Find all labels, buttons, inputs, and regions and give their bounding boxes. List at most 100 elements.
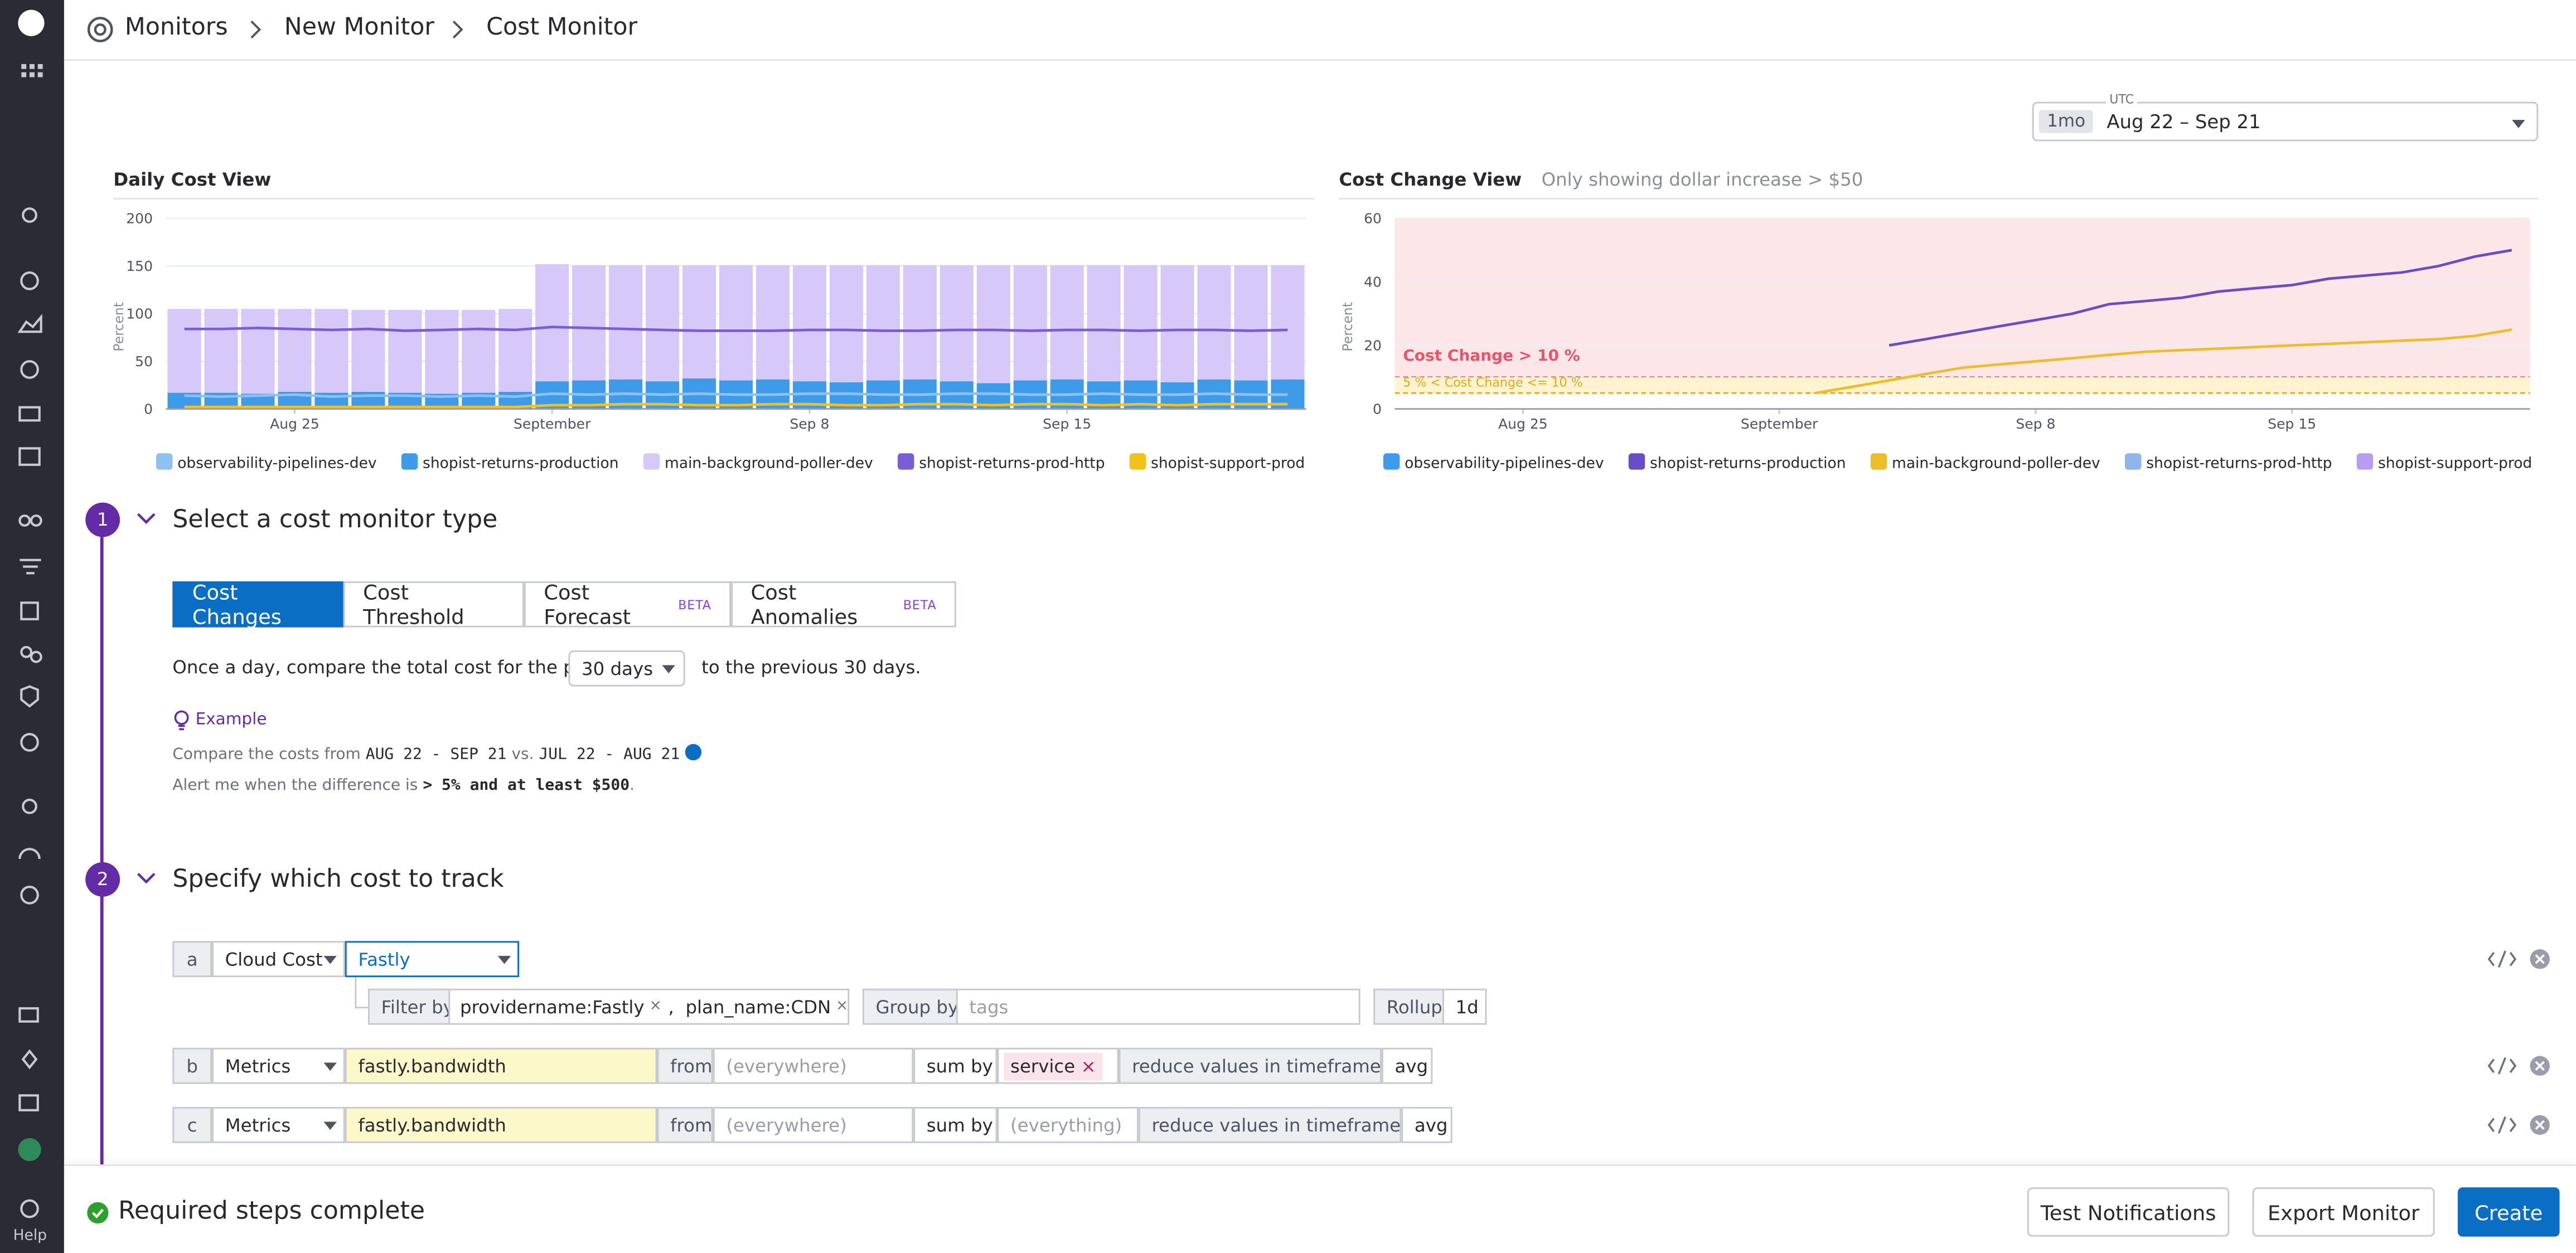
breadcrumb-separator: [250, 20, 262, 39]
threshold-band: [1394, 377, 2530, 394]
logo[interactable]: [18, 9, 45, 36]
bar-segment: [829, 265, 863, 382]
tab[interactable]: Cost Threshold: [343, 580, 524, 629]
x-tick-label: Sep 8: [2016, 416, 2055, 432]
export-button[interactable]: Export Monitor: [2252, 1187, 2435, 1237]
legend-swatch: [1628, 453, 1645, 470]
rollup-value[interactable]: 1d: [1442, 988, 1487, 1025]
test-button[interactable]: Test Notifications: [2027, 1187, 2230, 1237]
legend-swatch: [1129, 453, 1146, 470]
bar-segment: [351, 309, 385, 392]
tab-label: Cost Anomalies: [750, 580, 858, 629]
legend-label: shopist-returns-production: [1650, 455, 1846, 472]
sidebar: Help: [0, 0, 64, 1253]
example-compare: Compare the costs from AUG 22 - SEP 21 v…: [172, 744, 701, 764]
example-link[interactable]: Example: [195, 711, 267, 730]
from-label: from: [657, 1047, 713, 1084]
tab[interactable]: Cost Changes: [172, 580, 343, 629]
help-label[interactable]: Help: [13, 1228, 47, 1245]
remove-icon[interactable]: ×: [1081, 1055, 1096, 1077]
source-select[interactable]: Cloud Cost: [212, 941, 345, 978]
query-letter: c: [172, 1106, 212, 1143]
filter-label: Filter by: [368, 988, 454, 1025]
series-line: [184, 392, 1288, 398]
chart-title: Daily Cost View: [113, 169, 271, 190]
from-input[interactable]: (everywhere): [713, 1047, 914, 1084]
y-tick-label: 200: [126, 211, 153, 227]
bar-segment: [1197, 265, 1231, 380]
legend-label: main-background-poller-dev: [1892, 455, 2100, 472]
dropdown-caret: [323, 1062, 337, 1071]
bar-segment: [314, 309, 348, 393]
tab-label: Cost Forecast: [544, 580, 631, 629]
step-rail: [100, 537, 104, 1165]
check-icon: [87, 1202, 109, 1224]
y-tick-label: 50: [135, 353, 153, 370]
code-icon[interactable]: [2487, 1116, 2517, 1134]
sum-tag[interactable]: service ×: [1004, 1052, 1103, 1080]
source-select[interactable]: Metrics: [212, 1047, 345, 1084]
sum-label: sum by: [913, 1047, 998, 1084]
reduce-value[interactable]: avg: [1381, 1047, 1433, 1084]
source-select[interactable]: Metrics: [212, 1106, 345, 1143]
collapse-chevron[interactable]: [137, 511, 156, 527]
example-text: Alert me when the difference is: [172, 776, 418, 795]
x-tick-label: Aug 25: [270, 416, 319, 432]
reduce-value[interactable]: avg: [1401, 1106, 1452, 1143]
y-tick-label: 0: [1373, 401, 1382, 417]
metric-input[interactable]: fastly.bandwidth: [345, 1047, 657, 1084]
breadcrumb-item[interactable]: Monitors: [124, 14, 228, 41]
bar-segment: [425, 309, 459, 394]
metric-input[interactable]: fastly.bandwidth: [345, 1106, 657, 1143]
provider-select[interactable]: Fastly: [345, 941, 520, 978]
group-input[interactable]: tags: [956, 988, 1360, 1025]
bar-segment: [572, 265, 606, 381]
bar-segment: [719, 265, 753, 381]
sum-tag-label: service: [1010, 1055, 1076, 1077]
y-tick-label: 0: [144, 401, 153, 417]
bar-segment: [976, 265, 1010, 383]
time-range: Aug 22 – Sep 21: [2107, 110, 2261, 133]
bar-segment: [1013, 265, 1047, 381]
series-line: [184, 402, 1288, 409]
from-input[interactable]: (everywhere): [713, 1106, 914, 1143]
example-text: vs.: [511, 745, 534, 764]
bar-segment: [388, 309, 422, 393]
bar-segment: [1124, 265, 1158, 381]
help-icon[interactable]: [685, 744, 701, 761]
sum-input[interactable]: service ×: [997, 1047, 1119, 1084]
tab[interactable]: Cost Forecast BETA: [524, 580, 732, 629]
remove-icon[interactable]: ×: [836, 998, 849, 1015]
legend-swatch: [1870, 453, 1887, 470]
bar-segment: [903, 265, 937, 380]
bar-segment: [609, 265, 643, 380]
step-number: 2: [85, 862, 120, 897]
legend-swatch: [156, 453, 173, 470]
breadcrumb-item[interactable]: New Monitor: [284, 14, 434, 41]
filter-input[interactable]: providername:Fastly ×, plan_name:CDN ×: [448, 988, 850, 1025]
tab[interactable]: Cost Anomalies BETA: [731, 580, 956, 629]
step-title: Specify which cost to track: [172, 863, 504, 893]
remove-icon[interactable]: ×: [649, 998, 662, 1015]
filter-tag[interactable]: plan_name:CDN: [685, 996, 831, 1018]
collapse-chevron[interactable]: [137, 871, 156, 887]
source-value: Cloud Cost: [225, 948, 323, 970]
series-line: [184, 326, 1288, 332]
filter-tag[interactable]: providername:Fastly: [460, 996, 645, 1018]
connector: [355, 977, 370, 1009]
code-icon[interactable]: [2487, 950, 2517, 968]
legend-swatch: [401, 453, 418, 470]
period-select[interactable]: 30 days: [568, 650, 685, 687]
timezone-label: UTC: [2106, 92, 2137, 107]
series-line: [1815, 328, 2512, 395]
code-icon[interactable]: [2487, 1057, 2517, 1075]
sum-input[interactable]: (everything): [997, 1106, 1139, 1143]
bar-segment: [1234, 265, 1268, 381]
bulb-icon: [174, 710, 189, 730]
separator: ,: [668, 996, 674, 1018]
provider-value: Fastly: [358, 948, 410, 970]
time-picker[interactable]: 1mo Aug 22 – Sep 21: [2032, 101, 2539, 142]
create-button[interactable]: Create: [2457, 1187, 2560, 1237]
